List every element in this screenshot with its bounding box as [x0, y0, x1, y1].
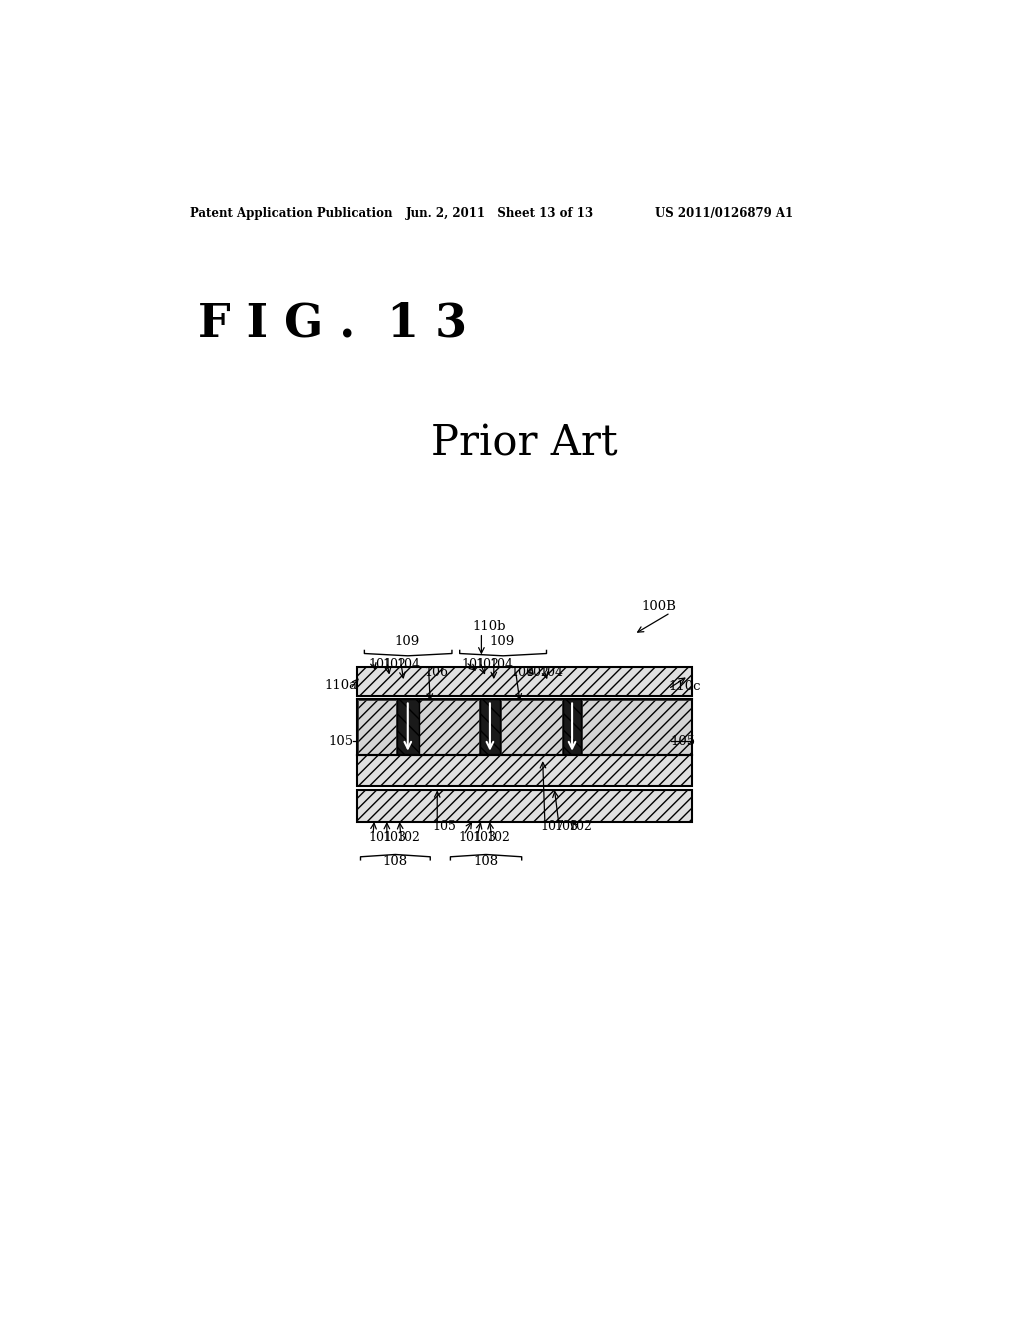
Text: 105: 105 — [432, 820, 457, 833]
Text: 103: 103 — [554, 820, 579, 833]
Bar — [356, 667, 692, 696]
Text: 110a: 110a — [325, 680, 358, 693]
Text: 102: 102 — [486, 832, 511, 843]
Text: 101: 101 — [461, 657, 485, 671]
Text: 101: 101 — [459, 832, 483, 843]
Text: 103: 103 — [382, 832, 407, 843]
Text: 102: 102 — [525, 667, 550, 680]
Text: 110b: 110b — [472, 620, 506, 634]
Text: 109: 109 — [489, 635, 515, 648]
Text: 107: 107 — [541, 820, 564, 833]
Text: 105: 105 — [671, 735, 695, 748]
Bar — [420, 700, 479, 755]
Bar — [480, 700, 500, 755]
Bar — [356, 755, 692, 785]
Text: 106: 106 — [424, 667, 449, 680]
Text: 104: 104 — [540, 667, 563, 680]
Text: Prior Art: Prior Art — [431, 422, 618, 465]
Text: 100B: 100B — [642, 601, 677, 612]
Text: F I G .  1 3: F I G . 1 3 — [198, 301, 467, 347]
Text: 104: 104 — [489, 657, 513, 671]
Bar — [358, 700, 396, 755]
Text: Jun. 2, 2011   Sheet 13 of 13: Jun. 2, 2011 Sheet 13 of 13 — [406, 207, 594, 220]
Text: 102: 102 — [475, 657, 499, 671]
Text: 102: 102 — [396, 832, 420, 843]
Bar — [583, 700, 690, 755]
Text: Patent Application Publication: Patent Application Publication — [190, 207, 392, 220]
Text: 101: 101 — [369, 657, 392, 671]
Bar — [356, 789, 692, 822]
Text: 108: 108 — [473, 855, 499, 869]
Text: 103: 103 — [473, 832, 497, 843]
Text: 104: 104 — [396, 657, 420, 671]
Text: 102: 102 — [382, 657, 407, 671]
Bar — [563, 700, 582, 755]
Bar — [397, 700, 419, 755]
Bar — [501, 700, 562, 755]
Text: 101: 101 — [369, 832, 392, 843]
Text: 102: 102 — [568, 820, 592, 833]
Text: 109: 109 — [394, 635, 420, 648]
Text: 106: 106 — [511, 667, 535, 680]
Text: 110c: 110c — [669, 680, 700, 693]
Text: 105: 105 — [328, 735, 353, 748]
Text: 108: 108 — [383, 855, 408, 869]
Text: US 2011/0126879 A1: US 2011/0126879 A1 — [655, 207, 794, 220]
